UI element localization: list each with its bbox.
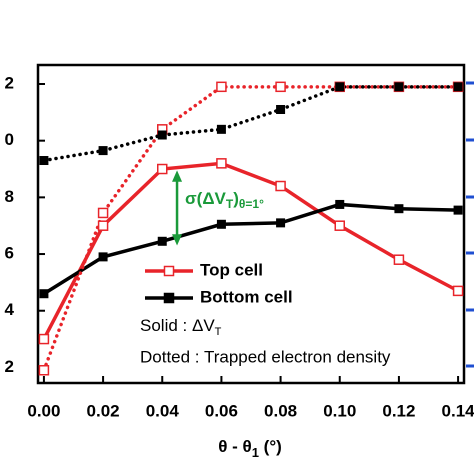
marker — [38, 364, 50, 376]
annotation-dotted: Dotted : Trapped electron density — [140, 347, 391, 366]
marker — [216, 219, 226, 229]
x-axis-label: θ - θ1 (°) — [218, 437, 282, 460]
line — [42, 161, 459, 340]
marker — [453, 205, 463, 215]
x-tick-label: 0.00 — [27, 401, 60, 420]
arrow-head — [172, 234, 183, 246]
marker — [38, 333, 50, 345]
marker — [335, 199, 345, 209]
x-tick-label: 0.08 — [264, 401, 297, 420]
marker — [394, 204, 404, 214]
dotted-line — [42, 85, 460, 372]
marker — [157, 236, 167, 246]
y-tick-label: 2 — [5, 357, 14, 376]
x-axis-label-tail: (°) — [259, 437, 282, 456]
x-tick-label: 0.04 — [146, 401, 180, 420]
y-tick-label: 6 — [5, 244, 14, 263]
marker — [39, 156, 49, 166]
plot-frame — [36, 63, 466, 385]
x-tick-label: 0.06 — [205, 401, 238, 420]
marker — [98, 146, 108, 156]
x-axis-label-sub: 1 — [252, 445, 259, 460]
y-tick-label: 8 — [5, 187, 14, 206]
marker — [452, 285, 464, 297]
annotation-text: Solid : ΔV — [140, 316, 215, 335]
y-tick-label: 4 — [5, 300, 15, 319]
x-tick-label: 0.02 — [87, 401, 120, 420]
marker — [97, 220, 109, 231]
marker — [394, 82, 404, 92]
marker — [275, 180, 286, 192]
marker — [39, 289, 49, 299]
line — [42, 202, 459, 296]
marker — [334, 220, 345, 231]
annotation-sigma: σ(ΔVT)θ=1° — [185, 189, 264, 211]
dotted-line — [42, 85, 460, 163]
marker — [157, 130, 167, 140]
marker — [335, 82, 345, 92]
legend-label: Top cell — [200, 260, 263, 279]
y-tick-label: 0 — [5, 130, 14, 149]
annotation-text: σ(ΔV — [185, 189, 227, 208]
right-axis-ticks — [466, 81, 474, 368]
legend-marker — [163, 265, 175, 277]
x-tick-label: 0.10 — [323, 401, 356, 420]
marker — [276, 218, 286, 228]
marker — [98, 252, 108, 262]
marker — [216, 81, 227, 93]
annotation-solid: Solid : ΔVT — [140, 316, 222, 337]
y-tick-label: 2 — [5, 73, 14, 92]
annotation-tail: ) — [233, 189, 239, 208]
arrow-head — [172, 170, 183, 182]
x-tick-label: 0.12 — [382, 401, 415, 420]
marker — [393, 254, 405, 265]
annotation-sub: T — [226, 197, 234, 211]
marker — [216, 124, 226, 134]
legend-label: Bottom cell — [200, 287, 293, 306]
marker — [157, 163, 168, 175]
annotation-sub: T — [215, 326, 222, 338]
legend-marker — [163, 292, 175, 304]
marker — [216, 158, 227, 169]
x-tick-label: 0.14 — [442, 401, 474, 420]
marker — [275, 81, 286, 93]
marker — [453, 82, 463, 92]
annotation-tail-sub: θ=1° — [239, 197, 264, 211]
x-axis-label-main: θ - θ — [218, 437, 252, 456]
marker — [276, 104, 286, 114]
marker — [97, 207, 109, 219]
